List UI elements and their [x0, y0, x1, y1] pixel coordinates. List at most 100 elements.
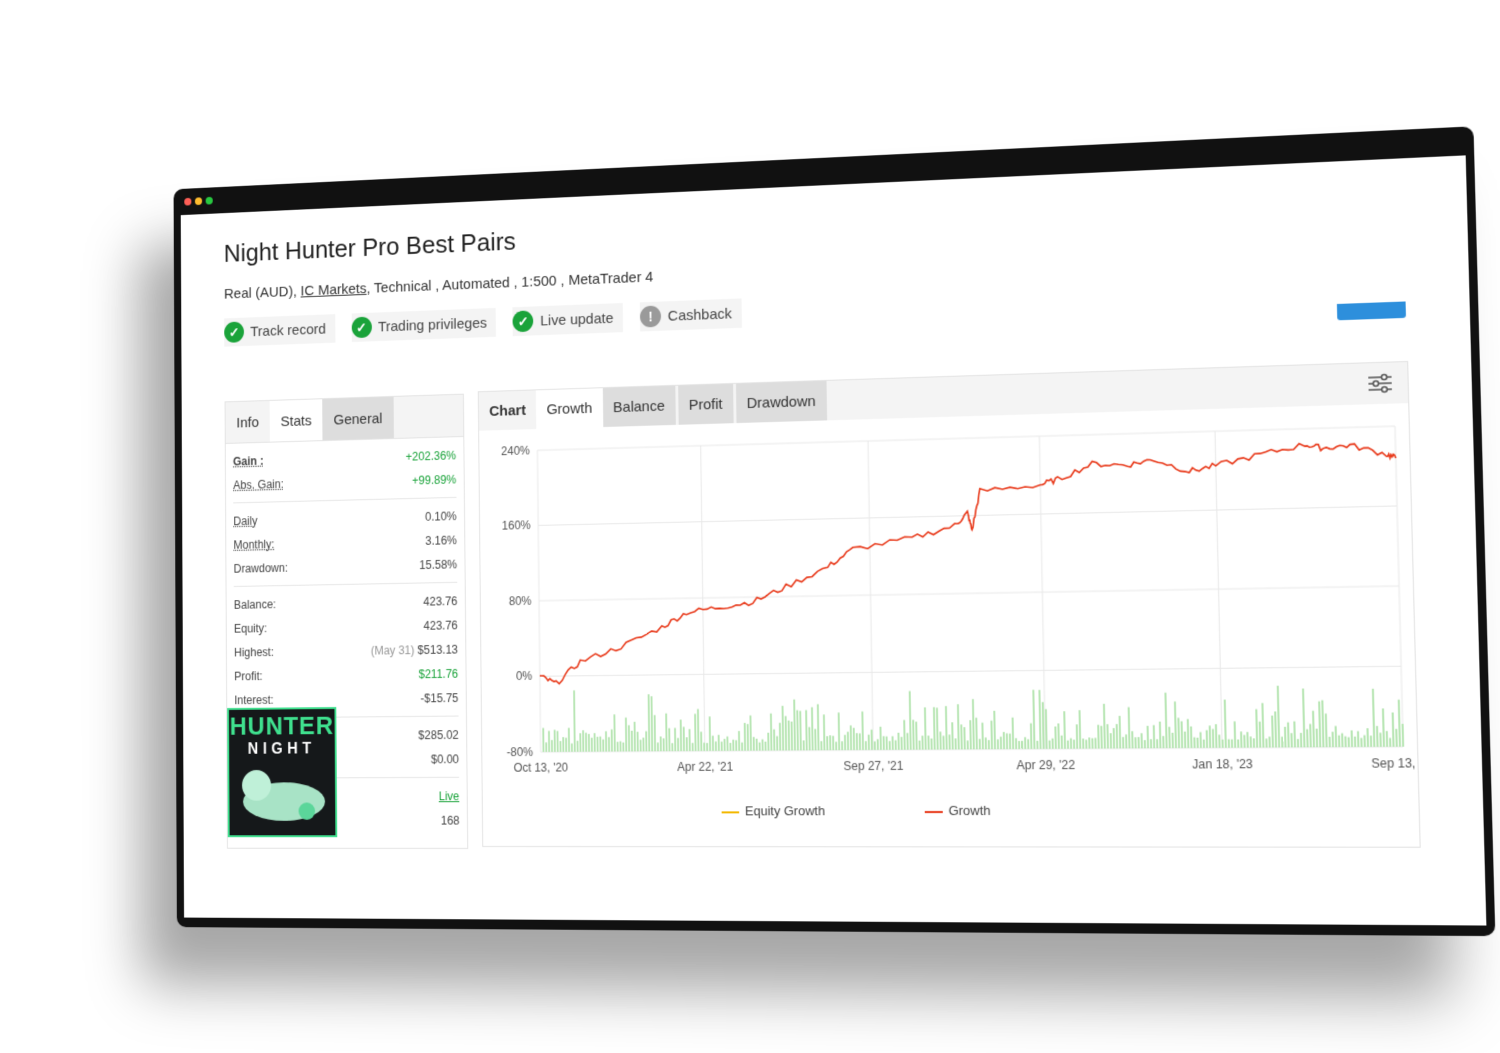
legend-growth[interactable]: Growth — [924, 803, 991, 818]
volume-bar — [1000, 737, 1002, 749]
legend-label: Equity Growth — [745, 803, 825, 818]
volume-bar — [1103, 704, 1106, 749]
volume-bar — [1119, 716, 1122, 749]
volume-bar — [642, 738, 644, 752]
volume-bar — [1097, 725, 1100, 749]
tab-profit[interactable]: Profit — [678, 384, 733, 425]
tab-balance[interactable]: Balance — [602, 386, 675, 427]
badge-live-update[interactable]: ✓ Live update — [513, 303, 623, 336]
volume-bar — [933, 707, 936, 749]
stat-label: Profit: — [234, 669, 262, 683]
x-tick-label: Oct 13, '20 — [514, 761, 569, 775]
gridline — [538, 506, 1397, 525]
volume-bar — [677, 738, 679, 751]
volume-bar — [826, 736, 828, 750]
copy-button[interactable] — [1337, 301, 1406, 320]
volume-bar — [1049, 740, 1051, 748]
tab-drawdown[interactable]: Drawdown — [736, 381, 827, 423]
minimize-dot[interactable] — [195, 197, 202, 205]
volume-bar — [611, 729, 613, 751]
volume-bar — [668, 728, 670, 751]
close-dot[interactable] — [184, 198, 191, 206]
volume-bar — [1338, 735, 1340, 747]
volume-bar — [715, 741, 717, 750]
volume-bar — [1237, 739, 1239, 747]
volume-bar — [1181, 721, 1184, 748]
volume-bar — [1265, 739, 1267, 748]
volume-bar — [1401, 724, 1404, 747]
stat-value: +202.36% — [406, 448, 456, 463]
volume-bar — [829, 735, 831, 750]
volume-bar — [1196, 738, 1198, 748]
volume-bar — [1024, 737, 1026, 749]
volume-bar — [993, 711, 996, 749]
settings-sliders-icon[interactable] — [1367, 373, 1393, 394]
volume-bar — [924, 707, 927, 749]
stat-row: Drawdown: 15.58% — [234, 552, 458, 580]
volume-bar — [571, 743, 573, 751]
volume-bar — [1360, 738, 1362, 747]
volume-bar — [1164, 693, 1167, 748]
tab-general[interactable]: General — [322, 397, 393, 440]
volume-bar — [997, 739, 999, 749]
volume-bar — [972, 699, 975, 749]
legend-equity-growth[interactable]: Equity Growth — [722, 803, 826, 818]
volume-bar — [1234, 721, 1237, 747]
stat-label: Balance: — [234, 597, 276, 611]
stat-value: 423.76 — [423, 618, 457, 632]
volume-bar — [868, 735, 870, 750]
stat-value: 423.76 — [423, 594, 457, 608]
maximize-dot[interactable] — [206, 197, 213, 205]
gridline — [539, 586, 1399, 601]
chart-panel: Chart Growth Balance Profit Drawdown 240% 160… — [478, 361, 1421, 848]
stat-value: $211.76 — [419, 667, 459, 681]
volume-bar — [912, 720, 915, 750]
volume-bar — [903, 720, 905, 750]
divider — [233, 497, 456, 504]
volume-bar — [1290, 733, 1292, 747]
volume-bar — [762, 739, 764, 750]
stat-value: 0.10% — [425, 509, 457, 523]
volume-bar — [936, 708, 939, 750]
tab-chart[interactable]: Chart — [479, 390, 537, 430]
volume-bar — [877, 739, 879, 750]
volume-bar — [582, 730, 584, 751]
page-title: Night Hunter Pro Best Pairs — [224, 226, 516, 268]
tab-growth[interactable]: Growth — [536, 388, 603, 429]
volume-bar — [811, 707, 814, 750]
volume-bar — [1281, 737, 1283, 748]
volume-bar — [915, 722, 917, 750]
badge-track-record[interactable]: ✓ Track record — [224, 314, 335, 347]
stat-value-text: 15.58% — [419, 557, 457, 571]
volume-bar — [803, 740, 805, 750]
volume-bar — [1141, 733, 1143, 748]
volume-bar — [645, 731, 647, 751]
volume-bar — [1162, 736, 1164, 748]
logo-text: HUNTER — [229, 711, 335, 742]
volume-bar — [1215, 724, 1218, 748]
stat-row: Equity: 423.76 — [234, 613, 458, 640]
volume-bar — [1122, 737, 1124, 748]
volume-bar — [1328, 737, 1330, 747]
volume-bar — [585, 733, 587, 752]
volume-bar — [1259, 722, 1262, 748]
volume-bar — [738, 731, 740, 751]
volume-bar — [871, 730, 873, 750]
volume-bar — [640, 740, 642, 752]
gridline — [540, 666, 1401, 676]
volume-bar — [703, 743, 705, 751]
volume-bar — [756, 739, 758, 751]
volume-bar — [1193, 737, 1195, 748]
badge-cashback[interactable]: ! Cashback — [640, 298, 742, 331]
stat-value-text: 0.10% — [425, 509, 457, 523]
volume-bar — [1199, 732, 1201, 748]
stat-value[interactable]: Live — [439, 789, 460, 803]
tab-stats[interactable]: Stats — [270, 399, 323, 441]
volume-bar — [689, 729, 691, 751]
broker-link[interactable]: IC Markets — [301, 281, 367, 300]
volume-bar — [1159, 722, 1162, 749]
volume-bar — [1009, 734, 1011, 750]
volume-bar — [694, 714, 696, 751]
tab-info[interactable]: Info — [225, 401, 269, 443]
badge-trading-privileges[interactable]: ✓ Trading privileges — [351, 308, 496, 342]
